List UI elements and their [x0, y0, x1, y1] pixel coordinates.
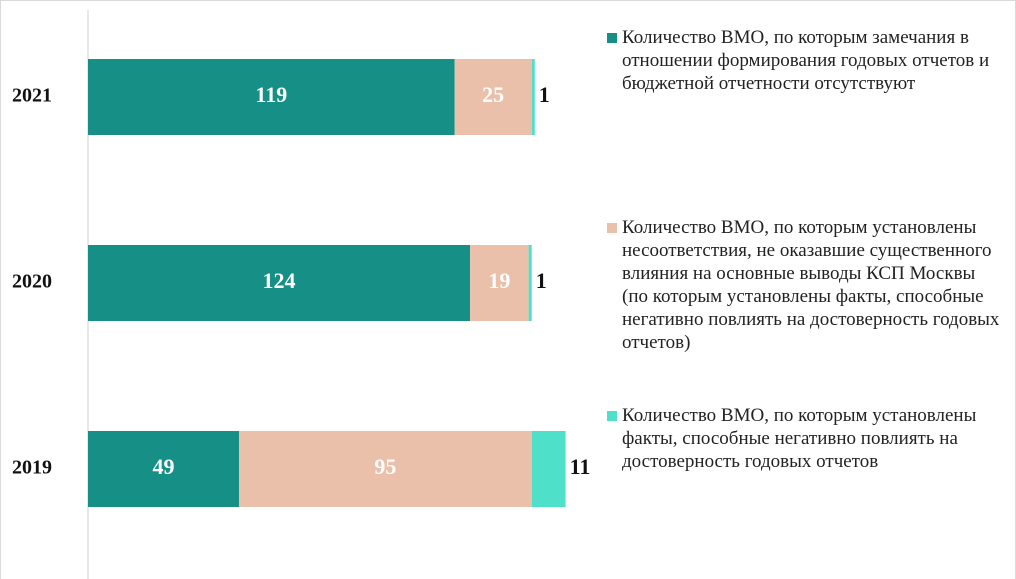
bar-segment — [531, 431, 566, 507]
legend-label: Количество ВМО, по которым установлены ф… — [622, 405, 977, 472]
legend-swatch — [607, 411, 617, 421]
y-tick-label: 2020 — [12, 271, 52, 293]
legend-entry: Количество ВМО, по которым установлены ф… — [604, 404, 1004, 473]
legend-swatch — [607, 33, 617, 43]
bar-segment — [88, 59, 455, 135]
bar-segment — [528, 245, 532, 321]
value-label: 95 — [374, 454, 396, 479]
y-tick-label: 2021 — [12, 85, 52, 107]
legend-label: Количество ВМО, по которым установлены н… — [622, 217, 1000, 353]
legend-swatch — [607, 223, 617, 233]
bar-segment — [88, 245, 471, 321]
value-label: 11 — [570, 454, 591, 479]
value-label: 1 — [539, 82, 550, 107]
value-label: 49 — [152, 454, 174, 479]
value-label: 19 — [488, 268, 510, 293]
bar-segment — [238, 431, 532, 507]
bar-segment — [470, 245, 529, 321]
value-label: 25 — [482, 82, 504, 107]
value-label: 119 — [255, 82, 287, 107]
legend-label: Количество ВМО, по которым замечания в о… — [622, 27, 990, 94]
bar-segment — [88, 431, 239, 507]
bar-segment — [454, 59, 532, 135]
value-label: 1 — [536, 268, 547, 293]
y-tick-label: 2019 — [12, 457, 52, 479]
value-label: 124 — [263, 268, 296, 293]
legend-entry: Количество ВМО, по которым установлены н… — [604, 216, 1004, 354]
bar-segment — [531, 59, 535, 135]
legend-entry: Количество ВМО, по которым замечания в о… — [604, 26, 1004, 95]
